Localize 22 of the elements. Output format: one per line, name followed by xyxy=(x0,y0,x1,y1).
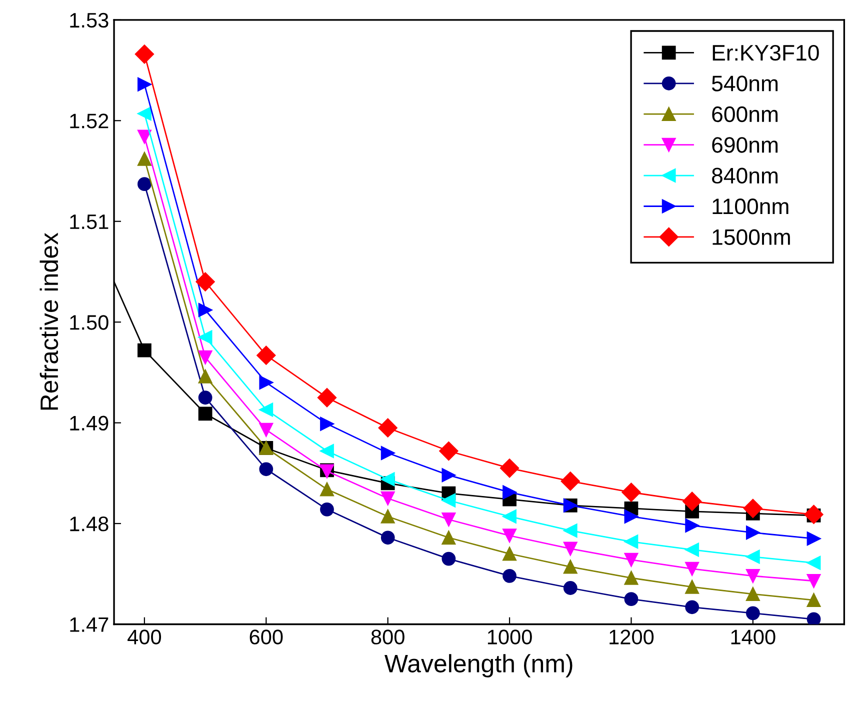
y-tick-label: 1.49 xyxy=(70,416,108,431)
y-tick-label: 1.53 xyxy=(70,12,108,28)
legend-label: 840nm xyxy=(712,168,778,184)
y-tick-label: 1.52 xyxy=(70,114,108,128)
x-tick-label: 1400 xyxy=(731,630,776,644)
x-tick-label: 400 xyxy=(128,630,162,644)
x-tick-label: 1000 xyxy=(488,630,532,644)
x-tick-label: 1200 xyxy=(610,630,654,644)
y-tick-label: 1.51 xyxy=(70,214,108,230)
x-tick-label: 800 xyxy=(371,630,404,644)
legend-label: 1100nm xyxy=(712,198,788,214)
y-tick-label: 1.50 xyxy=(70,315,108,330)
legend-label: 1500nm xyxy=(712,229,790,245)
y-axis-title: Refractive index xyxy=(40,232,58,410)
y-tick-label: 1.48 xyxy=(70,516,108,532)
x-axis-title: Wavelength (nm) xyxy=(384,654,572,678)
y-tick-label: 1.47 xyxy=(70,617,108,632)
x-tick-label: 600 xyxy=(250,630,283,644)
legend-label: 690nm xyxy=(712,137,778,153)
legend-label: Er:KY3F10 xyxy=(712,44,819,61)
legend-label: 540nm xyxy=(712,76,778,92)
legend-label: 600nm xyxy=(712,106,778,122)
